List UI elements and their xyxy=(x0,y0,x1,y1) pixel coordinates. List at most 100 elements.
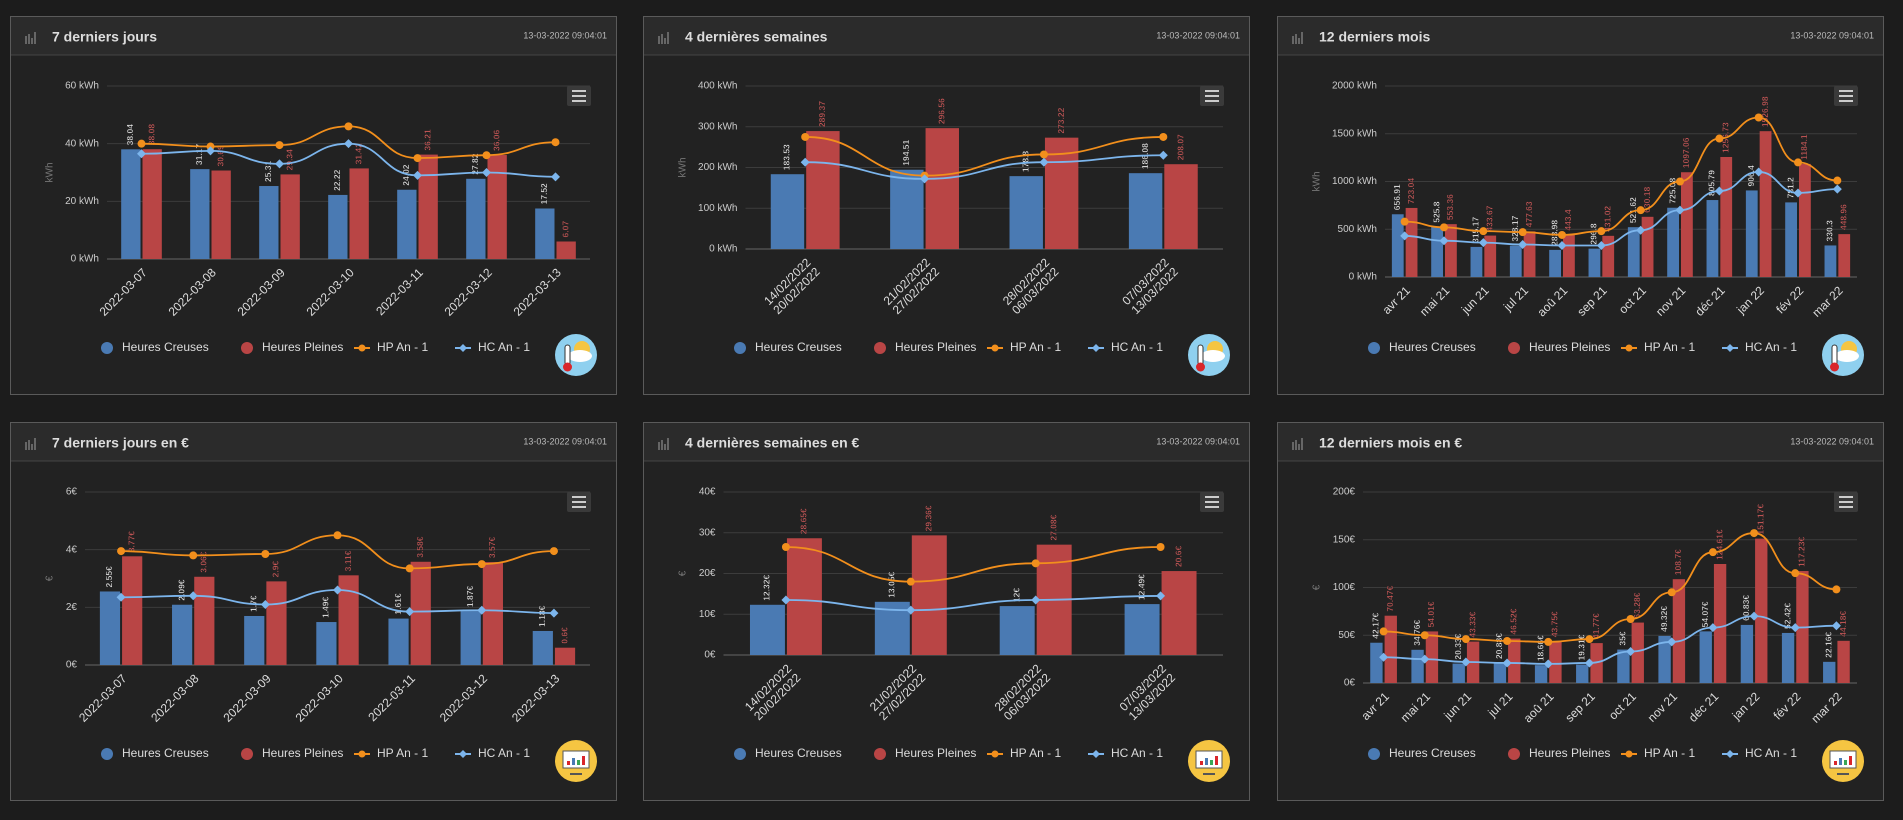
legend-item[interactable]: Heures Pleines xyxy=(241,340,343,354)
icon-board[interactable] xyxy=(562,750,590,769)
view-toggle-icon[interactable] xyxy=(1822,740,1864,782)
legend-label[interactable]: HP An - 1 xyxy=(1010,340,1061,354)
legend-label[interactable]: Heures Creuses xyxy=(755,746,842,760)
legend-marker[interactable] xyxy=(991,344,999,352)
legend-label[interactable]: HC An - 1 xyxy=(1111,340,1163,354)
legend-item[interactable]: HC An - 1 xyxy=(1088,340,1163,354)
legend-item[interactable]: Heures Pleines xyxy=(874,340,976,354)
menu-line[interactable] xyxy=(1205,95,1219,97)
legend-label[interactable]: Heures Creuses xyxy=(1389,340,1476,354)
icon-board[interactable] xyxy=(1195,750,1223,769)
legend-item[interactable]: HC An - 1 xyxy=(455,746,530,760)
legend-label[interactable]: HP An - 1 xyxy=(377,746,428,760)
icon-board-bar[interactable] xyxy=(1844,760,1847,765)
legend-symbol[interactable] xyxy=(734,342,746,354)
icon-board-bar[interactable] xyxy=(1200,761,1203,765)
legend-label[interactable]: HC An - 1 xyxy=(478,746,530,760)
legend-item[interactable]: HC An - 1 xyxy=(1722,340,1797,354)
menu-line[interactable] xyxy=(572,501,586,503)
legend-symbol[interactable] xyxy=(874,342,886,354)
icon-board-bar[interactable] xyxy=(1849,756,1852,765)
menu-line[interactable] xyxy=(572,100,586,102)
legend-label[interactable]: Heures Pleines xyxy=(1529,746,1610,760)
legend-marker[interactable] xyxy=(358,750,366,758)
legend-item[interactable]: HP An - 1 xyxy=(354,746,428,760)
legend-label[interactable]: HC An - 1 xyxy=(1745,746,1797,760)
legend-label[interactable]: HP An - 1 xyxy=(1010,746,1061,760)
legend-item[interactable]: Heures Creuses xyxy=(1368,340,1476,354)
menu-line[interactable] xyxy=(1205,506,1219,508)
legend-marker[interactable] xyxy=(991,750,999,758)
icon-board-bar[interactable] xyxy=(577,760,580,765)
view-toggle-icon[interactable] xyxy=(1188,740,1230,782)
menu-line[interactable] xyxy=(1205,90,1219,92)
legend-symbol[interactable] xyxy=(1368,748,1380,760)
chart-menu-button[interactable] xyxy=(1200,86,1224,106)
legend-symbol[interactable] xyxy=(241,748,253,760)
chart-menu-button[interactable] xyxy=(567,492,591,512)
icon-board-bar[interactable] xyxy=(1210,760,1213,765)
legend-item[interactable]: HP An - 1 xyxy=(987,746,1061,760)
legend-symbol[interactable] xyxy=(101,748,113,760)
menu-line[interactable] xyxy=(572,95,586,97)
legend-marker[interactable] xyxy=(1092,344,1100,352)
menu-line[interactable] xyxy=(1205,496,1219,498)
legend-symbol[interactable] xyxy=(1508,342,1520,354)
legend-item[interactable]: HP An - 1 xyxy=(1621,340,1695,354)
icon-thermo-bulb[interactable] xyxy=(1830,362,1839,372)
legend-marker[interactable] xyxy=(1625,344,1633,352)
legend-symbol[interactable] xyxy=(1368,342,1380,354)
menu-line[interactable] xyxy=(572,506,586,508)
legend-label[interactable]: Heures Pleines xyxy=(895,340,976,354)
legend-marker[interactable] xyxy=(459,750,467,758)
legend-item[interactable]: HC An - 1 xyxy=(1722,746,1797,760)
legend-marker[interactable] xyxy=(1625,750,1633,758)
menu-line[interactable] xyxy=(1839,95,1853,97)
icon-board-bar[interactable] xyxy=(1839,758,1842,765)
legend-item[interactable]: HP An - 1 xyxy=(1621,746,1695,760)
legend-label[interactable]: Heures Creuses xyxy=(755,340,842,354)
legend-item[interactable]: HC An - 1 xyxy=(1088,746,1163,760)
legend-item[interactable]: Heures Creuses xyxy=(101,746,209,760)
legend-symbol[interactable] xyxy=(241,342,253,354)
legend-label[interactable]: Heures Pleines xyxy=(262,340,343,354)
menu-line[interactable] xyxy=(572,496,586,498)
legend-label[interactable]: HP An - 1 xyxy=(1644,746,1695,760)
menu-line[interactable] xyxy=(1839,501,1853,503)
legend-item[interactable]: Heures Creuses xyxy=(734,746,842,760)
legend-marker[interactable] xyxy=(358,344,366,352)
legend-symbol[interactable] xyxy=(1508,748,1520,760)
icon-board[interactable] xyxy=(1829,750,1857,769)
icon-board-bar[interactable] xyxy=(1834,761,1837,765)
menu-line[interactable] xyxy=(1839,100,1853,102)
legend-item[interactable]: Heures Creuses xyxy=(101,340,209,354)
icon-board-bar[interactable] xyxy=(582,756,585,765)
legend-item[interactable]: Heures Pleines xyxy=(1508,746,1610,760)
legend-label[interactable]: Heures Pleines xyxy=(262,746,343,760)
view-toggle-icon[interactable] xyxy=(555,334,597,376)
legend-symbol[interactable] xyxy=(874,748,886,760)
legend-marker[interactable] xyxy=(1092,750,1100,758)
icon-thermo-bulb[interactable] xyxy=(563,362,572,372)
legend-item[interactable]: HP An - 1 xyxy=(354,340,428,354)
legend-item[interactable]: HC An - 1 xyxy=(455,340,530,354)
view-toggle-icon[interactable] xyxy=(555,740,597,782)
legend-item[interactable]: Heures Creuses xyxy=(734,340,842,354)
chart-menu-button[interactable] xyxy=(1834,86,1858,106)
legend-label[interactable]: Heures Pleines xyxy=(895,746,976,760)
menu-line[interactable] xyxy=(572,90,586,92)
legend-label[interactable]: HC An - 1 xyxy=(1745,340,1797,354)
legend-item[interactable]: Heures Pleines xyxy=(241,746,343,760)
legend-symbol[interactable] xyxy=(734,748,746,760)
menu-line[interactable] xyxy=(1205,100,1219,102)
icon-thermo[interactable] xyxy=(1197,344,1204,366)
icon-cloud[interactable] xyxy=(1201,350,1225,362)
chart-menu-button[interactable] xyxy=(567,86,591,106)
icon-cloud[interactable] xyxy=(1835,350,1859,362)
legend-label[interactable]: HP An - 1 xyxy=(377,340,428,354)
legend-item[interactable]: HP An - 1 xyxy=(987,340,1061,354)
legend-item[interactable]: Heures Creuses xyxy=(1368,746,1476,760)
icon-cloud[interactable] xyxy=(568,350,592,362)
icon-thermo[interactable] xyxy=(1831,344,1838,366)
legend-label[interactable]: Heures Pleines xyxy=(1529,340,1610,354)
